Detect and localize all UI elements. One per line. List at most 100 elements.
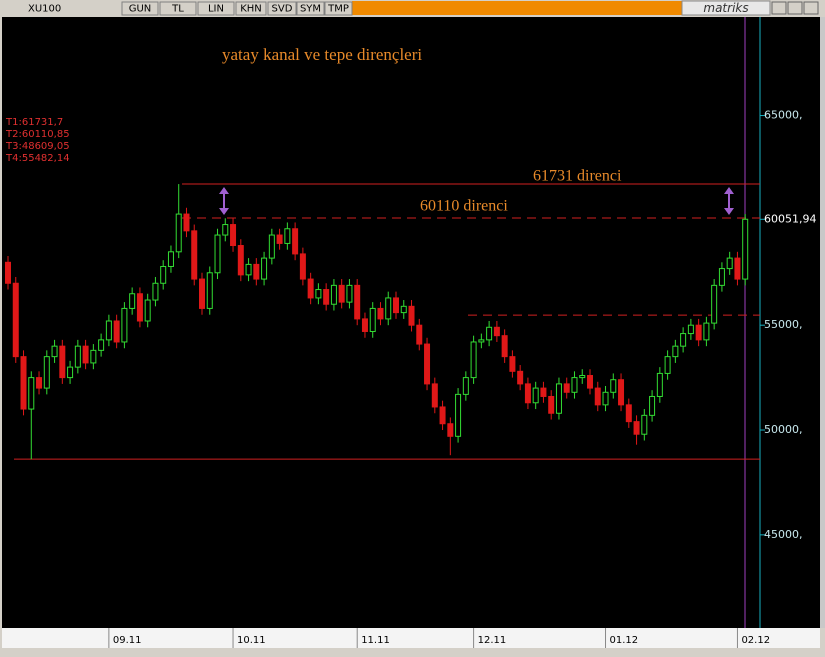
candle-body [261, 257, 268, 280]
candle-body [664, 356, 671, 374]
y-tick-label: 55000, [764, 318, 803, 331]
win-btn[interactable] [771, 1, 787, 15]
candle-body [346, 284, 353, 303]
toolbar-button[interactable] [324, 1, 353, 16]
candle-body [649, 395, 656, 416]
candle-body [587, 375, 593, 389]
candle-body [144, 299, 151, 322]
candle-body [307, 278, 314, 299]
candle-body [160, 265, 167, 284]
candle-body [323, 289, 330, 305]
candle-body [206, 272, 213, 309]
annotation: 60110 direnci [420, 198, 508, 215]
candle-body [680, 333, 687, 347]
win-btn[interactable] [787, 1, 803, 15]
toolbar-button-label: TMP [327, 4, 349, 15]
status-bar [1, 648, 825, 657]
candle-body [129, 293, 136, 309]
candle-body [486, 326, 493, 341]
candle-body [726, 257, 733, 270]
candle-body [470, 341, 477, 379]
toolbar-button[interactable] [235, 1, 267, 16]
arrow-head [724, 187, 734, 216]
candle-body [12, 282, 19, 358]
x-tick-label: 10.11 [237, 635, 266, 646]
candle-body [59, 345, 66, 379]
arrow-head [219, 187, 229, 216]
candle-body [98, 339, 105, 351]
toolbar-button[interactable] [197, 1, 235, 16]
level-label: T4:55482,14 [5, 153, 70, 164]
candle-body [369, 307, 376, 332]
candle-body [36, 377, 43, 389]
candle-body [447, 423, 454, 437]
candle-body [625, 404, 632, 423]
candle-body [82, 345, 89, 364]
candle-body [121, 307, 128, 343]
candle-body [408, 305, 415, 326]
candle-body [524, 383, 531, 404]
toolbar-button-label: TL [171, 4, 184, 15]
candle-body [28, 377, 35, 410]
candle-body [230, 224, 237, 247]
candle-body [439, 406, 446, 425]
candle-body [253, 263, 260, 280]
y-tick-label: 65000, [764, 109, 803, 122]
candle-body [672, 345, 679, 358]
candle-body [416, 324, 423, 345]
brand-box [681, 0, 771, 16]
candle-body [90, 349, 97, 364]
candle-body [152, 282, 159, 301]
candle-body [74, 345, 81, 368]
candle-body [385, 297, 392, 320]
candle-body [284, 228, 291, 244]
level-label: T2:60110,85 [5, 129, 70, 140]
toolbar-button-label: GUN [129, 4, 152, 15]
candle-body [633, 421, 640, 435]
candle-body [555, 383, 562, 414]
candle-body [105, 320, 112, 341]
y-tick-label: 50000, [764, 423, 803, 436]
candle-body [703, 322, 710, 341]
candle-body [361, 318, 368, 332]
toolbar-button[interactable] [267, 1, 297, 16]
x-tick-label: 11.11 [361, 635, 390, 646]
candle-body [393, 297, 399, 314]
candle-body [400, 305, 407, 314]
candle-body [183, 213, 190, 232]
candle-body [610, 379, 617, 393]
candle-body [532, 387, 539, 404]
candle-body [5, 261, 11, 284]
candle-body [338, 284, 345, 303]
candle-body [563, 383, 570, 393]
candle-body [431, 383, 438, 408]
toolbar-button[interactable] [121, 1, 159, 16]
candle-body [377, 307, 384, 320]
candle-body [175, 213, 182, 253]
toolbar-button-label: SVD [272, 4, 293, 15]
candle-body [354, 284, 361, 320]
toolbar-button[interactable] [159, 1, 197, 16]
candle-body [462, 377, 469, 395]
chart-title: yatay kanal ve tepe dirençleri [222, 45, 422, 64]
candle-body [245, 263, 252, 276]
scrollbar [820, 17, 825, 628]
candle-body [594, 387, 601, 406]
candle-body [136, 293, 143, 322]
candle-body [292, 228, 299, 255]
brand: matriks [703, 1, 748, 15]
last-price-label: 60051,94 [764, 212, 817, 225]
level-label: T1:61731,7 [5, 117, 63, 128]
candle-body [268, 234, 275, 259]
candle-body [695, 324, 702, 341]
candle-body [509, 356, 516, 372]
candle-body [299, 253, 306, 280]
candle-body [501, 335, 508, 358]
candle-body [67, 366, 74, 379]
candle-body [742, 218, 749, 280]
candle-body [424, 343, 431, 385]
win-btn[interactable] [803, 1, 819, 15]
toolbar-button[interactable] [296, 1, 325, 16]
y-tick-label: 45000, [764, 528, 803, 541]
